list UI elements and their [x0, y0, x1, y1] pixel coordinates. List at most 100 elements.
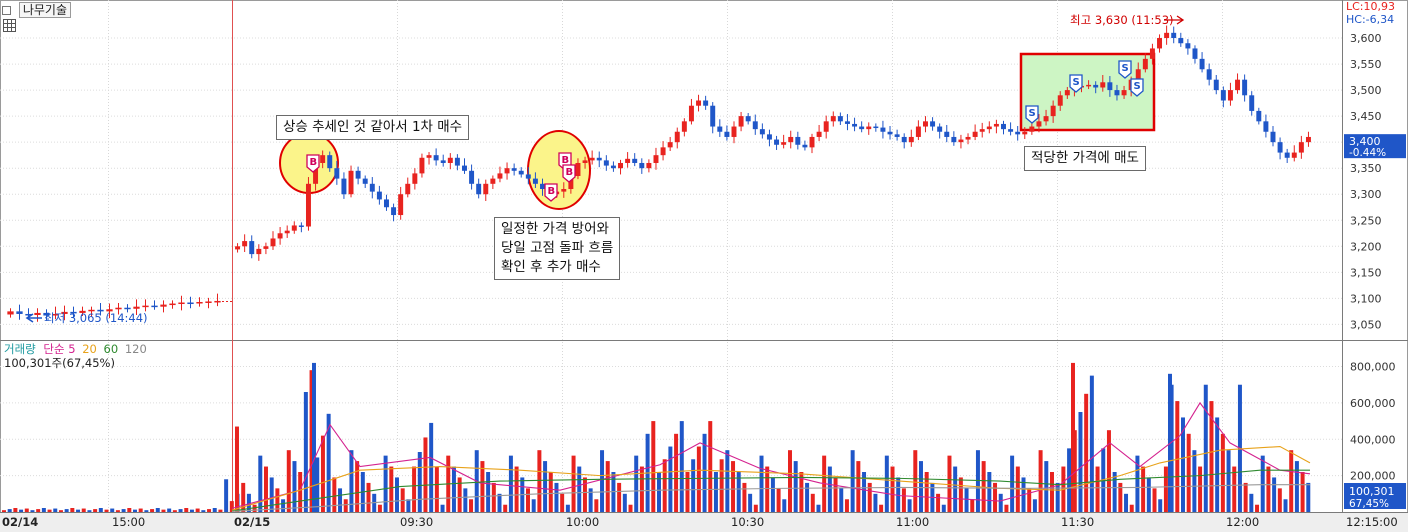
candle-body: [483, 183, 489, 195]
volume-bar: [958, 477, 963, 512]
volume-bar: [628, 504, 633, 512]
volume-bar: [833, 477, 838, 512]
lc-label: LC:10,93: [1346, 0, 1395, 13]
volume-bar: [423, 437, 428, 512]
volume-bar: [155, 508, 160, 512]
volume-bar: [1004, 504, 1009, 512]
candle-body: [752, 121, 758, 130]
volume-bar: [58, 510, 63, 512]
volume-bar: [953, 466, 958, 512]
volume-bar: [241, 482, 246, 512]
time-tick-label: 11:30: [1061, 515, 1094, 529]
sell-marker-3-letter: S: [1122, 63, 1129, 74]
candle-body: [774, 139, 780, 145]
volume-bar: [776, 488, 781, 512]
volume-bar: [389, 466, 394, 512]
volume-bar: [417, 452, 422, 512]
volume-bar: [981, 461, 986, 512]
volume-bar: [486, 472, 491, 512]
candle-body: [802, 144, 808, 148]
candle-body: [497, 173, 503, 179]
volume-bar: [184, 508, 189, 512]
volume-bar: [1215, 417, 1220, 512]
volume-bar: [355, 461, 360, 512]
volume-bar: [668, 446, 673, 512]
volume-bar: [303, 392, 308, 512]
time-tick-label: 10:00: [566, 515, 599, 529]
high-arrow-icon: [1164, 15, 1185, 25]
high-annotation: 최고 3,630 (11:53): [1070, 13, 1174, 27]
volume-bar: [1141, 466, 1146, 512]
candle-body: [1029, 126, 1035, 132]
volume-bar: [1186, 433, 1191, 512]
candle-body: [277, 233, 283, 239]
volume-bar: [1192, 450, 1197, 512]
price-tick-label: 3,500: [1350, 84, 1382, 97]
volume-bar: [548, 472, 553, 512]
volume-bar: [1220, 433, 1225, 512]
volume-bar: [161, 509, 166, 512]
stock-name[interactable]: 나무기술: [18, 2, 71, 18]
candle-body: [196, 301, 203, 304]
volume-bar: [770, 477, 775, 512]
volume-bar: [138, 508, 143, 512]
volume-bar: [896, 477, 901, 512]
volume-bar: [1175, 401, 1180, 512]
volume-bar: [366, 482, 371, 512]
volume-current: 100,301주(67,45%): [4, 356, 115, 370]
ma-label: 단순: [43, 342, 65, 356]
volume-bar: [412, 466, 417, 512]
candle-body: [930, 121, 936, 127]
volume-bar: [702, 433, 707, 512]
candle-body: [124, 307, 131, 310]
sell-marker-2: [1069, 74, 1083, 93]
candle-body: [532, 178, 538, 184]
volume-bar: [1232, 466, 1237, 512]
candle-body: [1149, 48, 1155, 59]
volume-bar: [839, 488, 844, 512]
candle-body: [490, 178, 496, 184]
candle-body: [724, 131, 730, 137]
time-axis-bg: [0, 512, 1408, 532]
candle-body: [674, 131, 680, 143]
volume-bar: [941, 504, 946, 512]
candle-body: [249, 241, 255, 255]
volume-tick-label: 200,000: [1350, 470, 1396, 483]
candle-body: [1263, 121, 1269, 132]
volume-bar: [469, 499, 474, 512]
volume-bar: [1209, 401, 1214, 512]
candle-body: [618, 162, 624, 169]
volume-bar: [890, 466, 895, 512]
volume-bar: [884, 455, 889, 512]
candle-body: [915, 126, 921, 137]
volume-tick-label: 600,000: [1350, 397, 1396, 410]
grid-table-icon[interactable]: [3, 19, 16, 32]
candle-body: [759, 129, 765, 135]
price-tick-label: 3,150: [1350, 266, 1382, 279]
candle-body: [965, 136, 971, 140]
candle-body: [1284, 152, 1290, 158]
price-tick-label: 3,600: [1350, 32, 1382, 45]
candle-body: [263, 246, 269, 249]
sell-marker-1: [1025, 105, 1039, 124]
candle-body: [1022, 131, 1028, 135]
volume-bar: [679, 421, 684, 512]
candle-body: [880, 127, 886, 132]
volume-bar: [212, 508, 217, 512]
volume-bar: [1071, 362, 1075, 512]
candle-body: [320, 155, 326, 163]
volume-bar: [434, 466, 439, 512]
candle-body: [327, 155, 333, 169]
volume-bar: [1266, 466, 1271, 512]
volume-bar: [1294, 461, 1299, 512]
candle-body: [1298, 142, 1304, 153]
candle-body: [738, 116, 744, 127]
candle-body: [1277, 142, 1283, 153]
candle-body: [596, 157, 602, 161]
volume-bar: [816, 504, 821, 512]
candle-body: [1064, 90, 1070, 96]
volume-bar: [349, 450, 354, 512]
volume-bar: [332, 477, 337, 512]
